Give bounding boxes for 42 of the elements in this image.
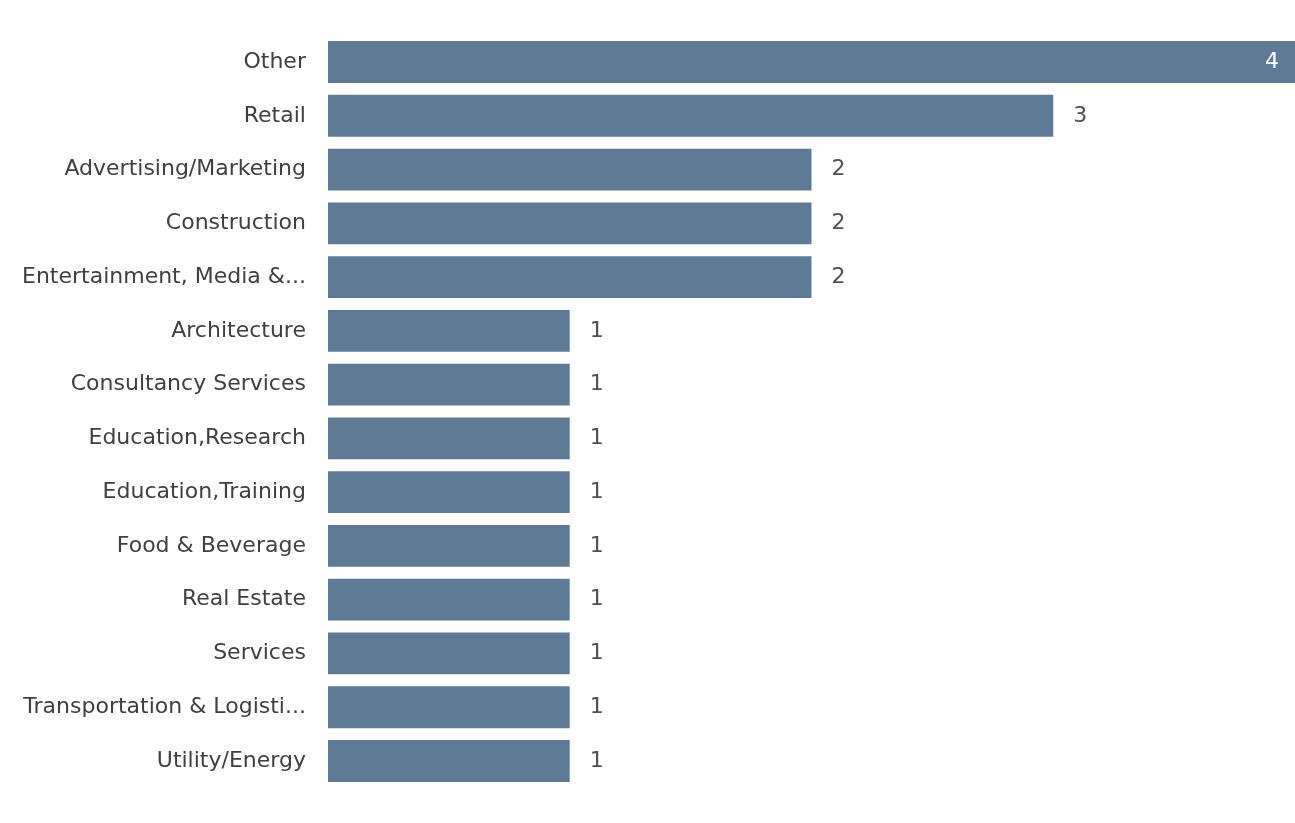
bar bbox=[327, 417, 570, 460]
data-label: 4 bbox=[1265, 47, 1279, 73]
bar bbox=[327, 578, 570, 621]
bar bbox=[327, 309, 570, 352]
y-tick-label: Services bbox=[213, 639, 306, 665]
bar bbox=[327, 256, 812, 299]
bar bbox=[327, 739, 570, 782]
data-label: 1 bbox=[589, 746, 604, 772]
bar bbox=[327, 471, 570, 514]
bar bbox=[327, 148, 812, 191]
data-label: 2 bbox=[831, 209, 846, 235]
y-tick-label: Retail bbox=[243, 101, 306, 127]
data-label: 1 bbox=[589, 639, 604, 665]
data-label: 1 bbox=[589, 692, 604, 718]
y-tick-label: Real Estate bbox=[181, 585, 306, 611]
bar bbox=[327, 632, 570, 675]
y-tick-label: Construction bbox=[165, 209, 306, 235]
data-label: 1 bbox=[589, 531, 604, 557]
bar bbox=[327, 94, 1054, 137]
y-tick-label: Utility/Energy bbox=[156, 746, 306, 772]
bar bbox=[327, 524, 570, 567]
data-label: 1 bbox=[589, 370, 604, 396]
data-label: 1 bbox=[589, 585, 604, 611]
y-tick-label: Entertainment, Media &... bbox=[22, 262, 306, 288]
y-tick-label: Other bbox=[243, 47, 307, 73]
y-tick-label: Architecture bbox=[171, 316, 306, 342]
data-label: 1 bbox=[589, 424, 604, 450]
data-label: 1 bbox=[589, 477, 604, 503]
y-tick-label: Transportation & Logisti... bbox=[22, 692, 306, 718]
y-tick-label: Consultancy Services bbox=[70, 370, 306, 396]
y-tick-label: Education,Research bbox=[88, 424, 306, 450]
y-tick-label: Food & Beverage bbox=[116, 531, 306, 557]
bar bbox=[327, 41, 1295, 84]
bar bbox=[327, 202, 812, 245]
data-label: 2 bbox=[831, 262, 846, 288]
bar bbox=[327, 363, 570, 406]
y-tick-label: Education,Training bbox=[102, 477, 306, 503]
bar bbox=[327, 686, 570, 729]
data-label: 3 bbox=[1073, 101, 1088, 127]
y-tick-label: Advertising/Marketing bbox=[64, 155, 306, 181]
data-label: 2 bbox=[831, 155, 846, 181]
data-label: 1 bbox=[589, 316, 604, 342]
